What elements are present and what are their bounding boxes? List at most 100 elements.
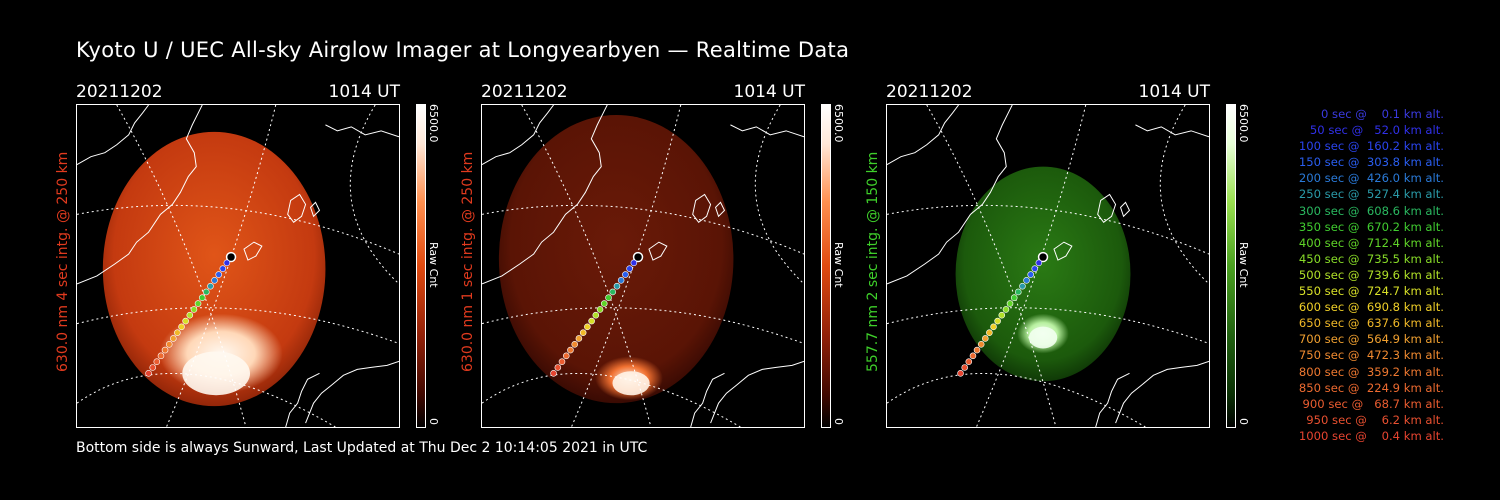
panel-3-colorbar-max: 6500.0 — [1237, 104, 1250, 143]
legend-row: 550 sec @ 724.7 km alt. — [1295, 284, 1444, 299]
latlon-grid-line — [887, 373, 1146, 427]
trajectory-point — [1037, 251, 1049, 263]
trajectory-point — [1027, 271, 1034, 278]
trajectory-point — [596, 306, 604, 313]
coastline — [710, 360, 804, 424]
coastline — [1095, 372, 1130, 427]
trajectory-point — [567, 346, 574, 354]
panel-3-colorbar — [1226, 104, 1236, 428]
coastline — [309, 201, 321, 218]
trajectory-point — [965, 358, 973, 365]
trajectory-point — [973, 346, 981, 354]
legend-row: 50 sec @ 52.0 km alt. — [1302, 123, 1444, 138]
legend-row: 1000 sec @ 0.4 km alt. — [1298, 428, 1444, 443]
trajectory-point — [609, 288, 616, 296]
coastline — [482, 105, 608, 285]
trajectory-point — [1010, 294, 1018, 301]
coastline — [305, 360, 399, 424]
coastline — [887, 105, 959, 166]
coastline — [77, 105, 149, 166]
airglow-field — [498, 114, 734, 404]
panel-2-colorbar-max: 6500.0 — [832, 104, 845, 143]
legend-row: 300 sec @ 608.6 km alt. — [1295, 203, 1444, 218]
coastline — [690, 372, 725, 427]
panel-3-time: 1014 UT — [1138, 82, 1211, 102]
trajectory-point — [575, 335, 583, 342]
panel-3-allsky-image — [886, 104, 1210, 428]
trajectory-point — [592, 311, 600, 319]
panel-1-date: 20211202 — [76, 82, 163, 102]
trajectory-point — [571, 341, 579, 348]
trajectory-point — [982, 335, 989, 342]
trajectory-point — [579, 329, 587, 336]
trajectory-point — [584, 323, 591, 331]
trajectory-point — [165, 341, 173, 348]
trajectory-point — [219, 265, 227, 272]
airglow-field — [955, 166, 1131, 382]
trajectory-point — [558, 358, 566, 365]
trajectory-point — [600, 300, 608, 307]
panel-1-colorbar-unit: Raw Cnt — [427, 242, 440, 288]
trajectory-point — [153, 358, 161, 365]
trajectory-point — [203, 288, 210, 296]
coastline — [285, 372, 320, 427]
legend-row: 350 sec @ 670.2 km alt. — [1295, 219, 1444, 234]
trajectory-point — [562, 352, 570, 360]
legend-row: 700 sec @ 564.9 km alt. — [1295, 332, 1444, 347]
trajectory-point — [145, 370, 152, 377]
coastline — [714, 201, 726, 218]
legend-row: 250 sec @ 527.4 km alt. — [1295, 187, 1444, 202]
panel-3-side-label: 557.7 nm 2 sec intg. @ 150 km — [865, 151, 881, 372]
panel-3-date: 20211202 — [886, 82, 973, 102]
trajectory-point — [157, 352, 165, 360]
panel-2-colorbar-min: 0 — [832, 418, 845, 425]
legend-row: 650 sec @ 637.6 km alt. — [1295, 316, 1444, 331]
panel-2-time: 1014 UT — [733, 82, 806, 102]
coastline — [1053, 241, 1073, 261]
coastline — [325, 124, 399, 138]
coastline — [77, 105, 203, 285]
panel-2-date: 20211202 — [481, 82, 568, 102]
trajectory-point — [170, 335, 177, 342]
trajectory-point — [998, 311, 1006, 319]
aurora-core — [1028, 326, 1058, 349]
coastline — [1097, 193, 1117, 223]
aurora-core — [182, 351, 251, 396]
trajectory-point — [1002, 306, 1010, 313]
trajectory-point — [223, 259, 231, 267]
panel-3-colorbar-min: 0 — [1237, 418, 1250, 425]
trajectory-point — [1023, 277, 1030, 284]
legend-row: 800 sec @ 359.2 km alt. — [1295, 364, 1444, 379]
panel-1-colorbar-min: 0 — [427, 418, 440, 425]
trajectory-point — [630, 259, 638, 267]
coastline — [648, 241, 668, 261]
legend-row: 100 sec @ 160.2 km alt. — [1295, 139, 1444, 154]
legend-row: 900 sec @ 68.7 km alt. — [1298, 396, 1444, 411]
trajectory-point — [207, 282, 214, 290]
trajectory-point — [190, 306, 198, 313]
coastline — [1135, 124, 1209, 138]
panel-2-allsky-image — [481, 104, 805, 428]
trajectory-point — [605, 294, 612, 301]
trajectory-point — [186, 311, 194, 319]
legend-row: 150 sec @ 303.8 km alt. — [1295, 155, 1444, 170]
panel-2-side-label: 630.0 nm 1 sec intg. @ 250 km — [460, 151, 476, 372]
trajectory-point — [957, 370, 964, 377]
trajectory-point — [990, 323, 997, 331]
trajectory-point — [1031, 265, 1039, 272]
trajectory-point — [622, 271, 629, 278]
legend-row: 600 sec @ 690.8 km alt. — [1295, 300, 1444, 315]
legend-row: 500 sec @ 739.6 km alt. — [1295, 267, 1444, 282]
latlon-grid-line — [77, 204, 399, 255]
latlon-grid-line — [1159, 105, 1209, 285]
footer-status: Bottom side is always Sunward, Last Upda… — [76, 440, 648, 456]
legend-row: 850 sec @ 224.9 km alt. — [1295, 380, 1444, 395]
legend-row: 0 sec @ 0.1 km alt. — [1309, 107, 1444, 121]
panel-1-colorbar — [416, 104, 426, 428]
panel-1-colorbar-max: 6500.0 — [427, 104, 440, 143]
trajectory-point — [977, 341, 985, 348]
panel-2-colorbar — [821, 104, 831, 428]
panel-1-allsky-image — [76, 104, 400, 428]
trajectory-point — [994, 317, 1001, 325]
trajectory-point — [225, 251, 237, 263]
